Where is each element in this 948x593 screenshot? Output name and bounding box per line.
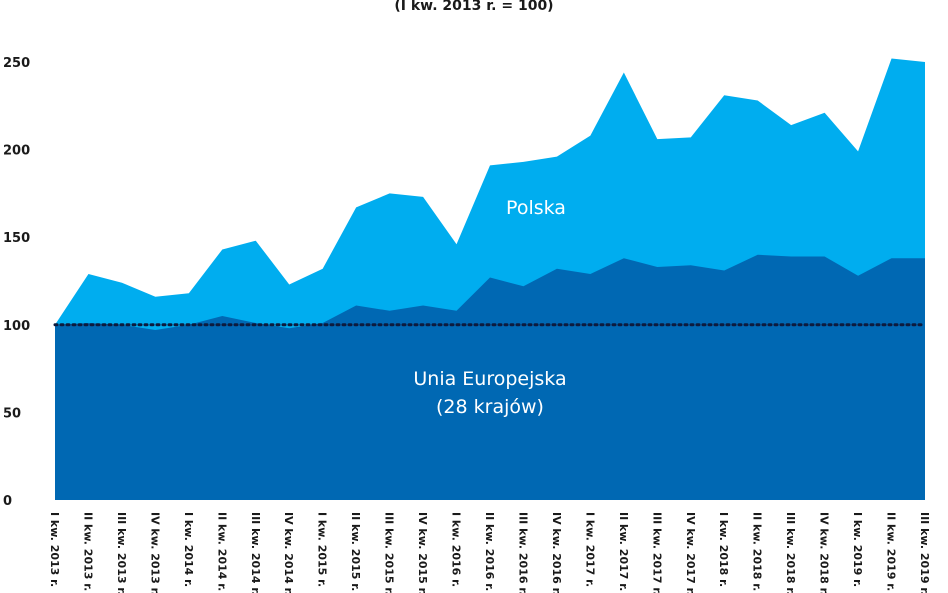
x-tick-label: IV kw. 2018 r.	[818, 512, 831, 593]
x-tick-label: I kw. 2018 r.	[717, 512, 730, 587]
chart-subtitle: (I kw. 2013 r. = 100)	[394, 0, 553, 14]
x-tick-label: I kw. 2019 r.	[851, 512, 864, 587]
series-label-eu-line1: Unia Europejska	[413, 368, 566, 390]
y-tick-label: 50	[3, 406, 21, 421]
x-tick-label: II kw. 2017 r.	[617, 512, 630, 591]
x-tick-label: II kw. 2019 r.	[885, 512, 898, 591]
y-tick-label: 150	[3, 231, 30, 246]
area-layer	[55, 58, 925, 500]
y-tick-label: 200	[3, 144, 30, 159]
x-tick-label: IV kw. 2014 r.	[282, 512, 295, 593]
x-tick-label: III kw. 2016 r.	[516, 512, 529, 593]
y-tick-label: 100	[3, 319, 30, 334]
x-tick-label: IV kw. 2015 r.	[416, 512, 429, 593]
x-tick-label: II kw. 2015 r.	[349, 512, 362, 591]
x-tick-label: III kw. 2019 r.	[918, 512, 931, 593]
x-tick-label: II kw. 2014 r.	[215, 512, 228, 591]
x-tick-label: IV kw. 2016 r.	[550, 512, 563, 593]
x-tick-label: IV kw. 2017 r.	[684, 512, 697, 593]
area-unia	[55, 254, 925, 500]
x-tick-label: II kw. 2016 r.	[483, 512, 496, 591]
x-tick-label: IV kw. 2013 r.	[148, 512, 161, 593]
x-tick-label: II kw. 2018 r.	[751, 512, 764, 591]
x-tick-label: II kw. 2013 r.	[81, 512, 94, 591]
x-tick-label: I kw. 2017 r.	[583, 512, 596, 587]
x-tick-label: III kw. 2014 r.	[249, 512, 262, 593]
series-label-eu-line2: (28 krajów)	[436, 396, 544, 418]
y-tick-label: 250	[3, 56, 30, 71]
y-axis: 0 50 100 150 200 250	[3, 56, 30, 509]
x-tick-label: III kw. 2017 r.	[650, 512, 663, 593]
x-axis: I kw. 2013 r. II kw. 2013 r. III kw. 2013 …	[48, 512, 931, 593]
x-tick-label: I kw. 2013 r.	[48, 512, 61, 587]
x-tick-label: I kw. 2015 r.	[316, 512, 329, 587]
x-tick-label: III kw. 2013 r.	[115, 512, 128, 593]
series-label-polska: Polska	[506, 197, 566, 219]
x-tick-label: III kw. 2018 r.	[784, 512, 797, 593]
x-tick-label: I kw. 2016 r.	[450, 512, 463, 587]
y-tick-label: 0	[3, 494, 12, 509]
x-tick-label: I kw. 2014 r.	[182, 512, 195, 587]
x-tick-label: III kw. 2015 r.	[383, 512, 396, 593]
